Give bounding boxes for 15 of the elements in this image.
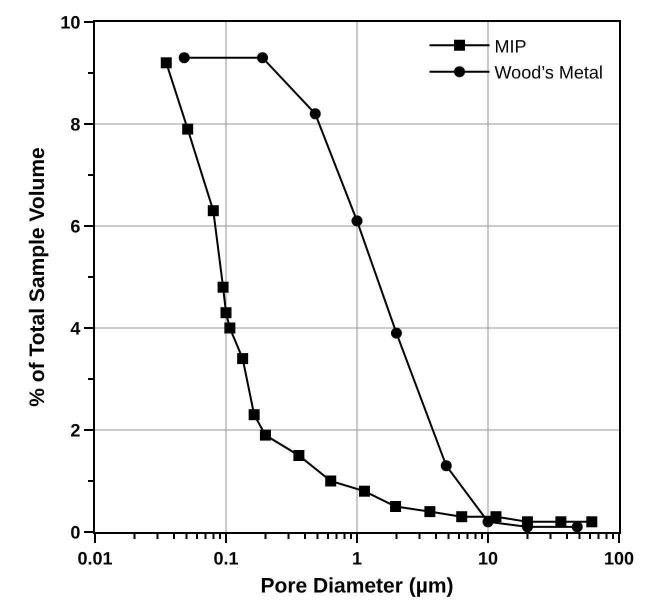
x-tick-label: 10 bbox=[478, 548, 498, 569]
x-tick-label: 0.1 bbox=[213, 548, 239, 569]
y-axis-title: % of Total Sample Volume bbox=[26, 147, 50, 407]
y-tick-label: 6 bbox=[70, 216, 80, 236]
x-tick-label: 1 bbox=[352, 548, 362, 569]
x-axis-title: Pore Diameter (µm) bbox=[260, 574, 454, 598]
y-tick-label: 10 bbox=[60, 12, 80, 32]
y-tick-label: 2 bbox=[70, 420, 80, 440]
legend-label: Wood’s Metal bbox=[494, 62, 603, 83]
y-tick-label: 0 bbox=[70, 522, 80, 542]
legend-label: MIP bbox=[494, 36, 527, 56]
y-tick-label: 4 bbox=[70, 318, 80, 338]
x-tick-label: 0.01 bbox=[77, 548, 113, 569]
y-tick-label: 8 bbox=[70, 114, 80, 134]
x-tick-label: 100 bbox=[604, 548, 634, 569]
